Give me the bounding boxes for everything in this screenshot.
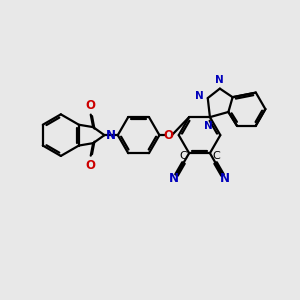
Text: N: N <box>169 172 179 185</box>
Text: C: C <box>212 151 220 161</box>
Text: N: N <box>204 121 213 131</box>
Text: N: N <box>106 129 116 142</box>
Text: N: N <box>220 172 230 185</box>
Text: O: O <box>86 99 96 112</box>
Text: N: N <box>214 75 223 85</box>
Text: N: N <box>195 91 204 101</box>
Text: O: O <box>163 129 173 142</box>
Text: O: O <box>86 159 96 172</box>
Text: C: C <box>179 151 187 161</box>
